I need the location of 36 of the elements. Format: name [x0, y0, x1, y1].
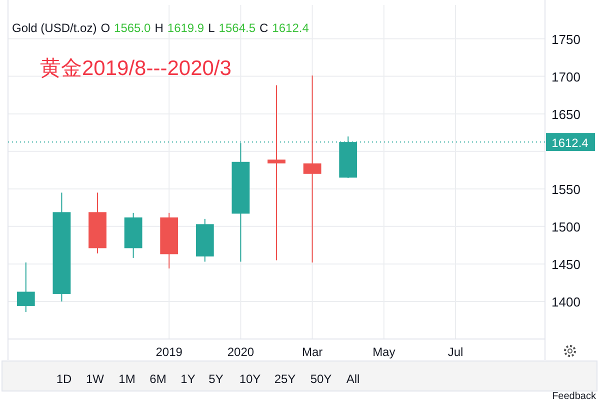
text: 1M: [118, 372, 136, 386]
x-tick-label: 2020: [227, 345, 254, 359]
annotation: 1564.5: [218, 21, 256, 35]
annotation: 1565.0: [114, 21, 152, 35]
candlestick: [16, 262, 35, 312]
text: All: [346, 372, 360, 386]
x-tick-label: 2019: [156, 345, 183, 359]
candlestick: [268, 84, 286, 261]
ref-line-label: 1612.4: [552, 136, 589, 150]
y-tick-label: 1650: [552, 106, 580, 122]
text: Gold (USD/t.oz): [12, 21, 97, 35]
text: 1D: [56, 372, 72, 386]
text: 黄金2019/8---2020/3: [40, 57, 232, 80]
text: 1W: [86, 372, 105, 386]
text: 50Y: [310, 372, 332, 386]
y-tick-label: 1550: [552, 182, 580, 197]
annotation: O: [100, 21, 110, 35]
text: 25Y: [274, 372, 296, 386]
x-tick-label: Mar: [302, 345, 323, 359]
y-tick-label: 1750: [552, 32, 580, 47]
x-tick-label: May: [372, 345, 396, 359]
x-tick-label: Jul: [448, 345, 464, 359]
annotation: H: [154, 21, 164, 35]
text: Feedback: [552, 391, 597, 400]
text: 6M: [150, 372, 166, 386]
text: 1Y: [180, 372, 196, 386]
y-tick-label: 1400: [552, 294, 580, 310]
text: 10Y: [239, 372, 261, 386]
annotation: 1619.9: [167, 21, 204, 35]
annotation: C: [260, 21, 268, 35]
y-tick-label: 1500: [552, 219, 580, 234]
annotation: 1612.4: [272, 21, 310, 35]
annotation: L: [208, 21, 216, 35]
text: 5Y: [208, 372, 224, 386]
y-tick-label: 1700: [552, 69, 580, 84]
y-tick-label: 1450: [552, 256, 580, 272]
